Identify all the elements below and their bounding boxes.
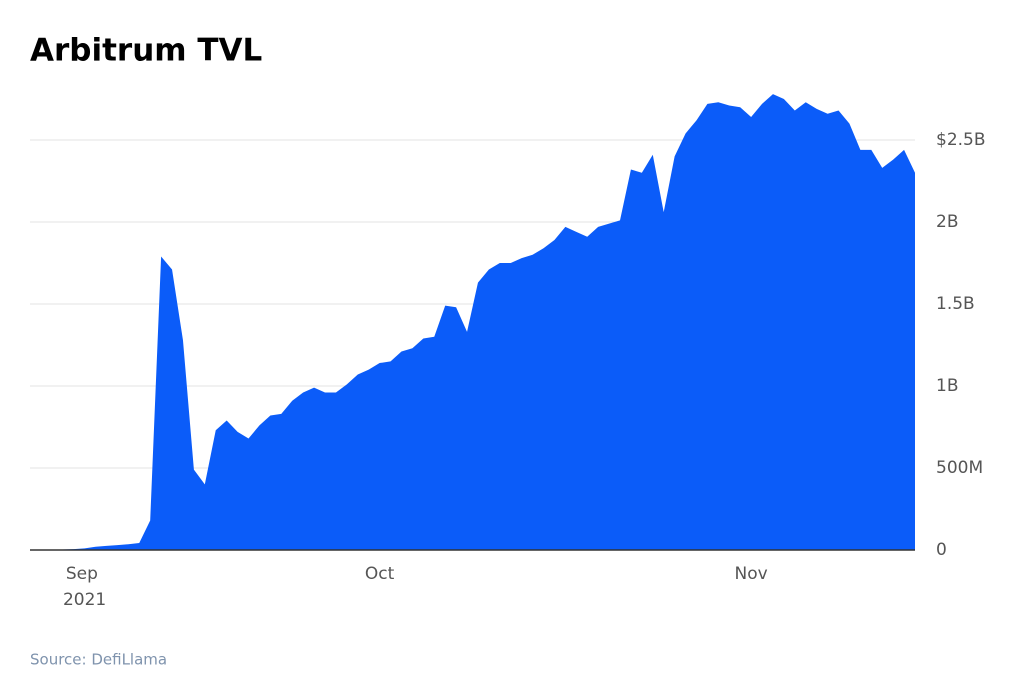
- y-tick-label: 500M: [936, 458, 983, 478]
- x-tick-label: Oct: [365, 564, 395, 584]
- area: [30, 94, 915, 550]
- x-tick-label: Sep 2021: [63, 564, 106, 610]
- chart-title: Arbitrum TVL: [30, 33, 262, 69]
- source-note: Source: DefiLlama: [30, 651, 167, 669]
- y-tick-label: 0: [936, 540, 947, 560]
- x-tick-label: Nov: [735, 564, 768, 584]
- y-tick-label: 1.5B: [936, 294, 975, 314]
- y-tick-label: 2B: [936, 212, 958, 232]
- y-tick-label: $2.5B: [936, 130, 986, 150]
- y-tick-label: 1B: [936, 376, 958, 396]
